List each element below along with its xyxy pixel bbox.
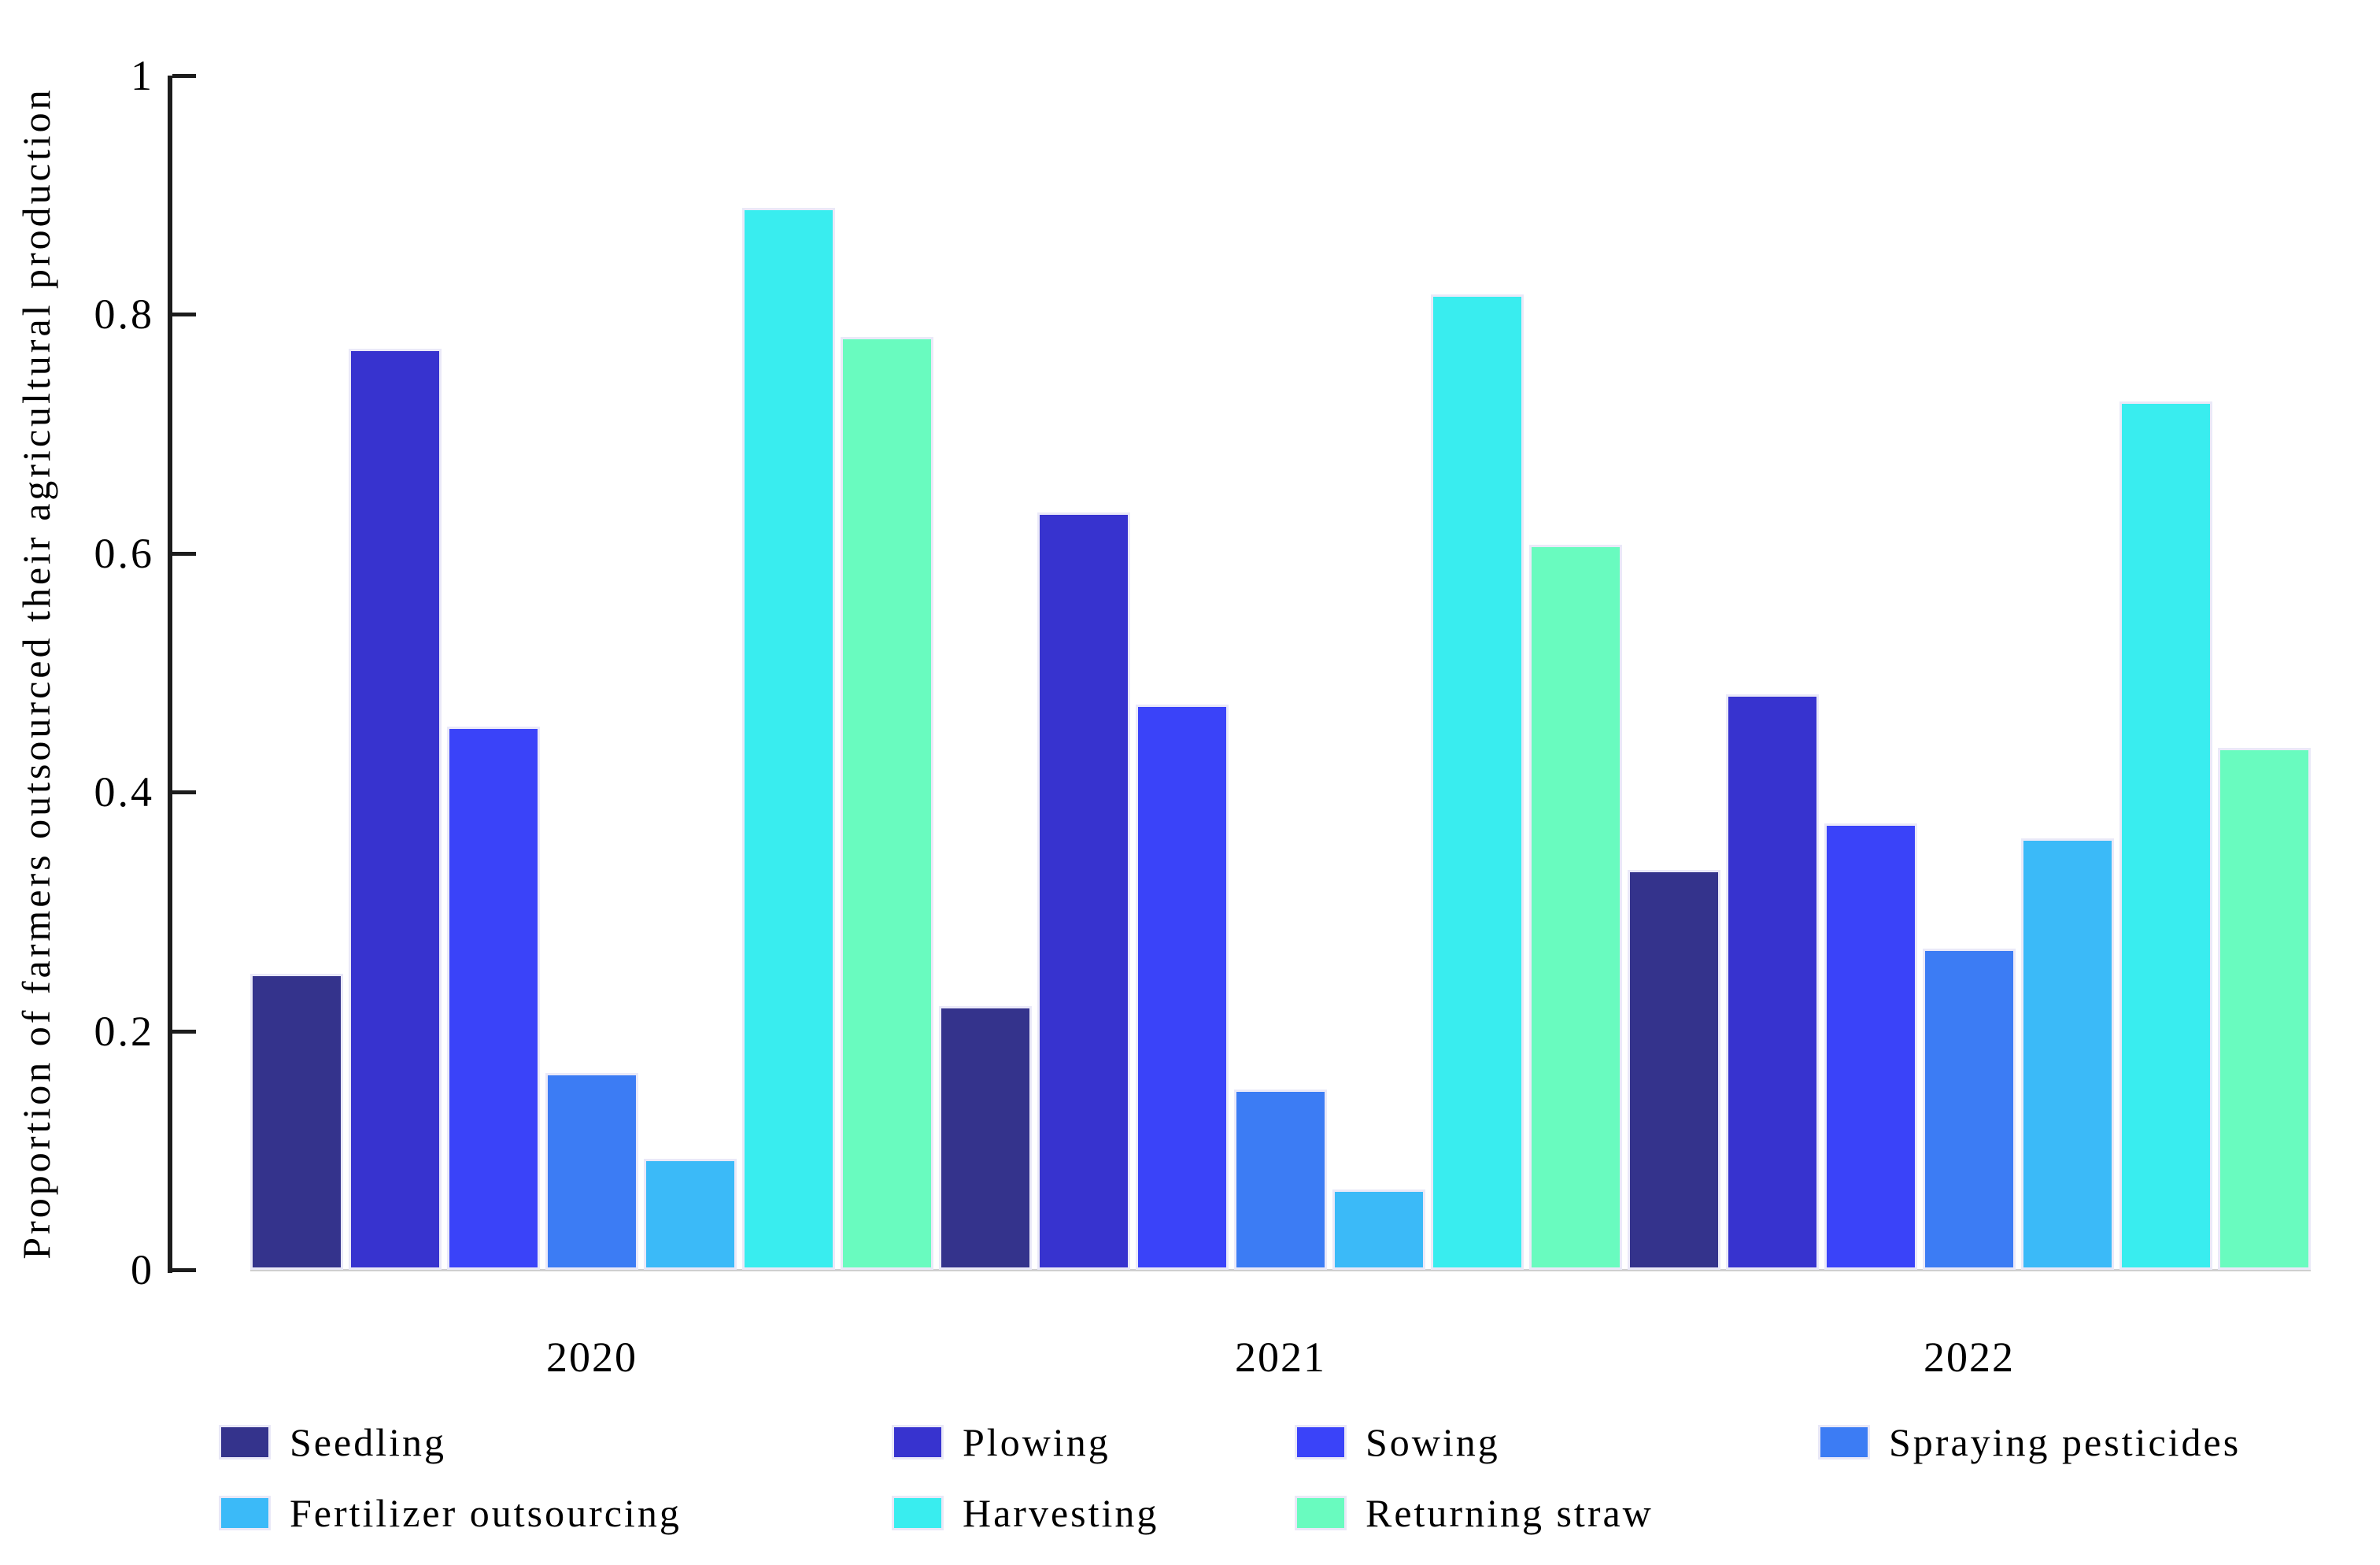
y-tick-label: 0.6	[94, 530, 154, 577]
y-tick-label: 1	[131, 52, 154, 99]
y-tick-label: 0.8	[94, 290, 154, 338]
legend-swatch-sowing	[1295, 1425, 1347, 1460]
x-axis-label-2021: 2021	[1235, 1334, 1326, 1381]
bar-2020-spraying-pesticides	[545, 1073, 638, 1270]
legend-item-harvesting: Harvesting	[892, 1491, 1159, 1535]
bar-2020-sowing	[447, 727, 540, 1270]
bar-2022-seedling	[1628, 870, 1720, 1270]
bar-2022-sowing	[1824, 823, 1917, 1270]
x-axis-baseline	[250, 1269, 2311, 1271]
bar-2022-harvesting	[2119, 401, 2212, 1270]
bar-2022-spraying-pesticides	[1923, 949, 2016, 1270]
bar-2020-seedling	[250, 974, 343, 1270]
legend-swatch-plowing	[892, 1425, 944, 1460]
bar-2021-fertilizer-outsourcing	[1332, 1189, 1425, 1270]
y-tick-mark	[172, 552, 196, 556]
bar-2021-plowing	[1037, 512, 1130, 1270]
bar-2020-returning-straw	[841, 337, 933, 1270]
legend-item-returning-straw: Returning straw	[1295, 1491, 1654, 1535]
legend-label: Sowing	[1366, 1420, 1500, 1464]
legend-label: Spraying pesticides	[1889, 1420, 2241, 1464]
y-tick-mark	[172, 790, 196, 794]
x-axis-label-2020: 2020	[546, 1334, 638, 1381]
legend-label: Fertilizer outsourcing	[290, 1491, 682, 1535]
y-tick-mark	[172, 74, 196, 78]
y-tick-mark	[172, 313, 196, 316]
legend-item-spraying-pesticides: Spraying pesticides	[1818, 1420, 2241, 1464]
y-tick-mark	[172, 1268, 196, 1272]
bar-2022-returning-straw	[2218, 748, 2311, 1270]
bar-2022-plowing	[1726, 694, 1819, 1270]
legend-item-seedling: Seedling	[219, 1420, 446, 1464]
bar-2021-harvesting	[1431, 294, 1524, 1270]
legend-swatch-harvesting	[892, 1496, 944, 1530]
y-tick-mark	[172, 1030, 196, 1034]
legend-swatch-seedling	[219, 1425, 271, 1460]
bar-2021-sowing	[1136, 705, 1229, 1270]
legend-swatch-fertilizer-outsourcing	[219, 1496, 271, 1530]
legend-swatch-spraying-pesticides	[1818, 1425, 1870, 1460]
bar-2022-fertilizer-outsourcing	[2021, 838, 2114, 1270]
bar-2021-seedling	[939, 1006, 1032, 1270]
legend-swatch-returning-straw	[1295, 1496, 1347, 1530]
bar-2021-spraying-pesticides	[1234, 1090, 1327, 1270]
legend-item-plowing: Plowing	[892, 1420, 1111, 1464]
bar-2020-harvesting	[742, 208, 835, 1270]
legend-item-fertilizer-outsourcing: Fertilizer outsourcing	[219, 1491, 682, 1535]
legend-label: Plowing	[963, 1420, 1111, 1464]
bar-2020-fertilizer-outsourcing	[644, 1159, 737, 1270]
legend-item-sowing: Sowing	[1295, 1420, 1500, 1464]
bar-2020-plowing	[349, 349, 442, 1270]
y-tick-label: 0.2	[94, 1008, 154, 1055]
x-axis-label-2022: 2022	[1924, 1334, 2015, 1381]
y-tick-label: 0.4	[94, 768, 154, 816]
legend-label: Seedling	[290, 1420, 446, 1464]
legend-label: Harvesting	[963, 1491, 1159, 1535]
legend-label: Returning straw	[1366, 1491, 1654, 1535]
y-axis-title: Proportion of farmers outsourced their a…	[14, 87, 58, 1260]
y-axis-spine	[168, 76, 172, 1273]
y-tick-label: 0	[131, 1246, 154, 1293]
bar-2021-returning-straw	[1529, 545, 1622, 1270]
